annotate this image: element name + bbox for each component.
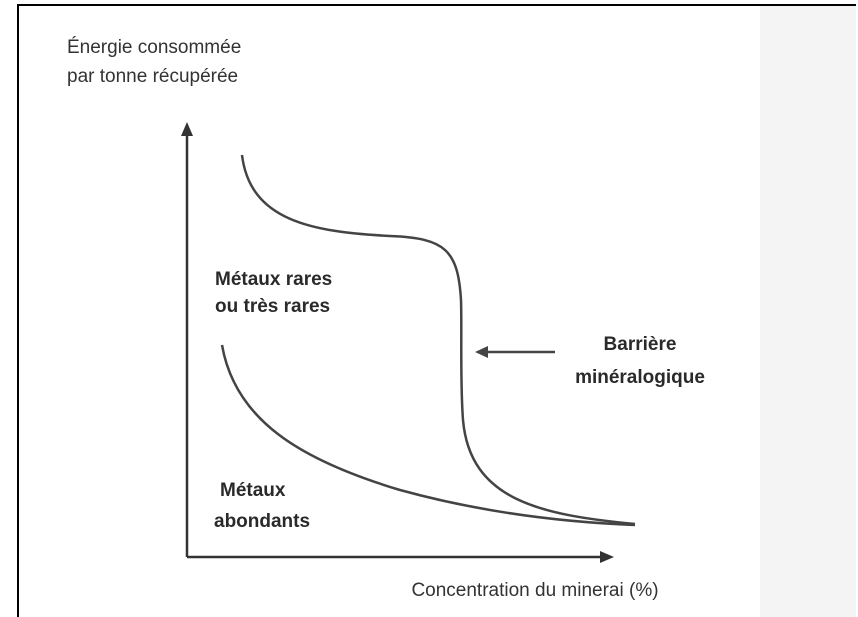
frame bbox=[17, 4, 856, 617]
x-axis-label: Concentration du minerai (%) bbox=[411, 580, 658, 601]
annotation-line: minéralogique bbox=[575, 367, 705, 388]
rare-metals-curve bbox=[240, 154, 636, 526]
abundant-metals-curve bbox=[220, 344, 636, 527]
annotation-line: Barrière bbox=[604, 334, 677, 355]
side-panel bbox=[760, 6, 856, 617]
curve-label-line: Métaux bbox=[220, 480, 286, 501]
y-axis-label-line: par tonne récupérée bbox=[67, 66, 238, 87]
annotation-arrowhead bbox=[475, 346, 488, 358]
x-axis-arrow bbox=[600, 551, 614, 563]
y-axis-label-line: Énergie consommée bbox=[67, 37, 241, 58]
axes bbox=[185, 132, 605, 559]
curve-label-line: ou très rares bbox=[215, 296, 330, 317]
curve-label-line: Métaux rares bbox=[215, 269, 332, 290]
curve-label-line: abondants bbox=[214, 511, 310, 532]
y-axis-arrow bbox=[181, 122, 193, 136]
